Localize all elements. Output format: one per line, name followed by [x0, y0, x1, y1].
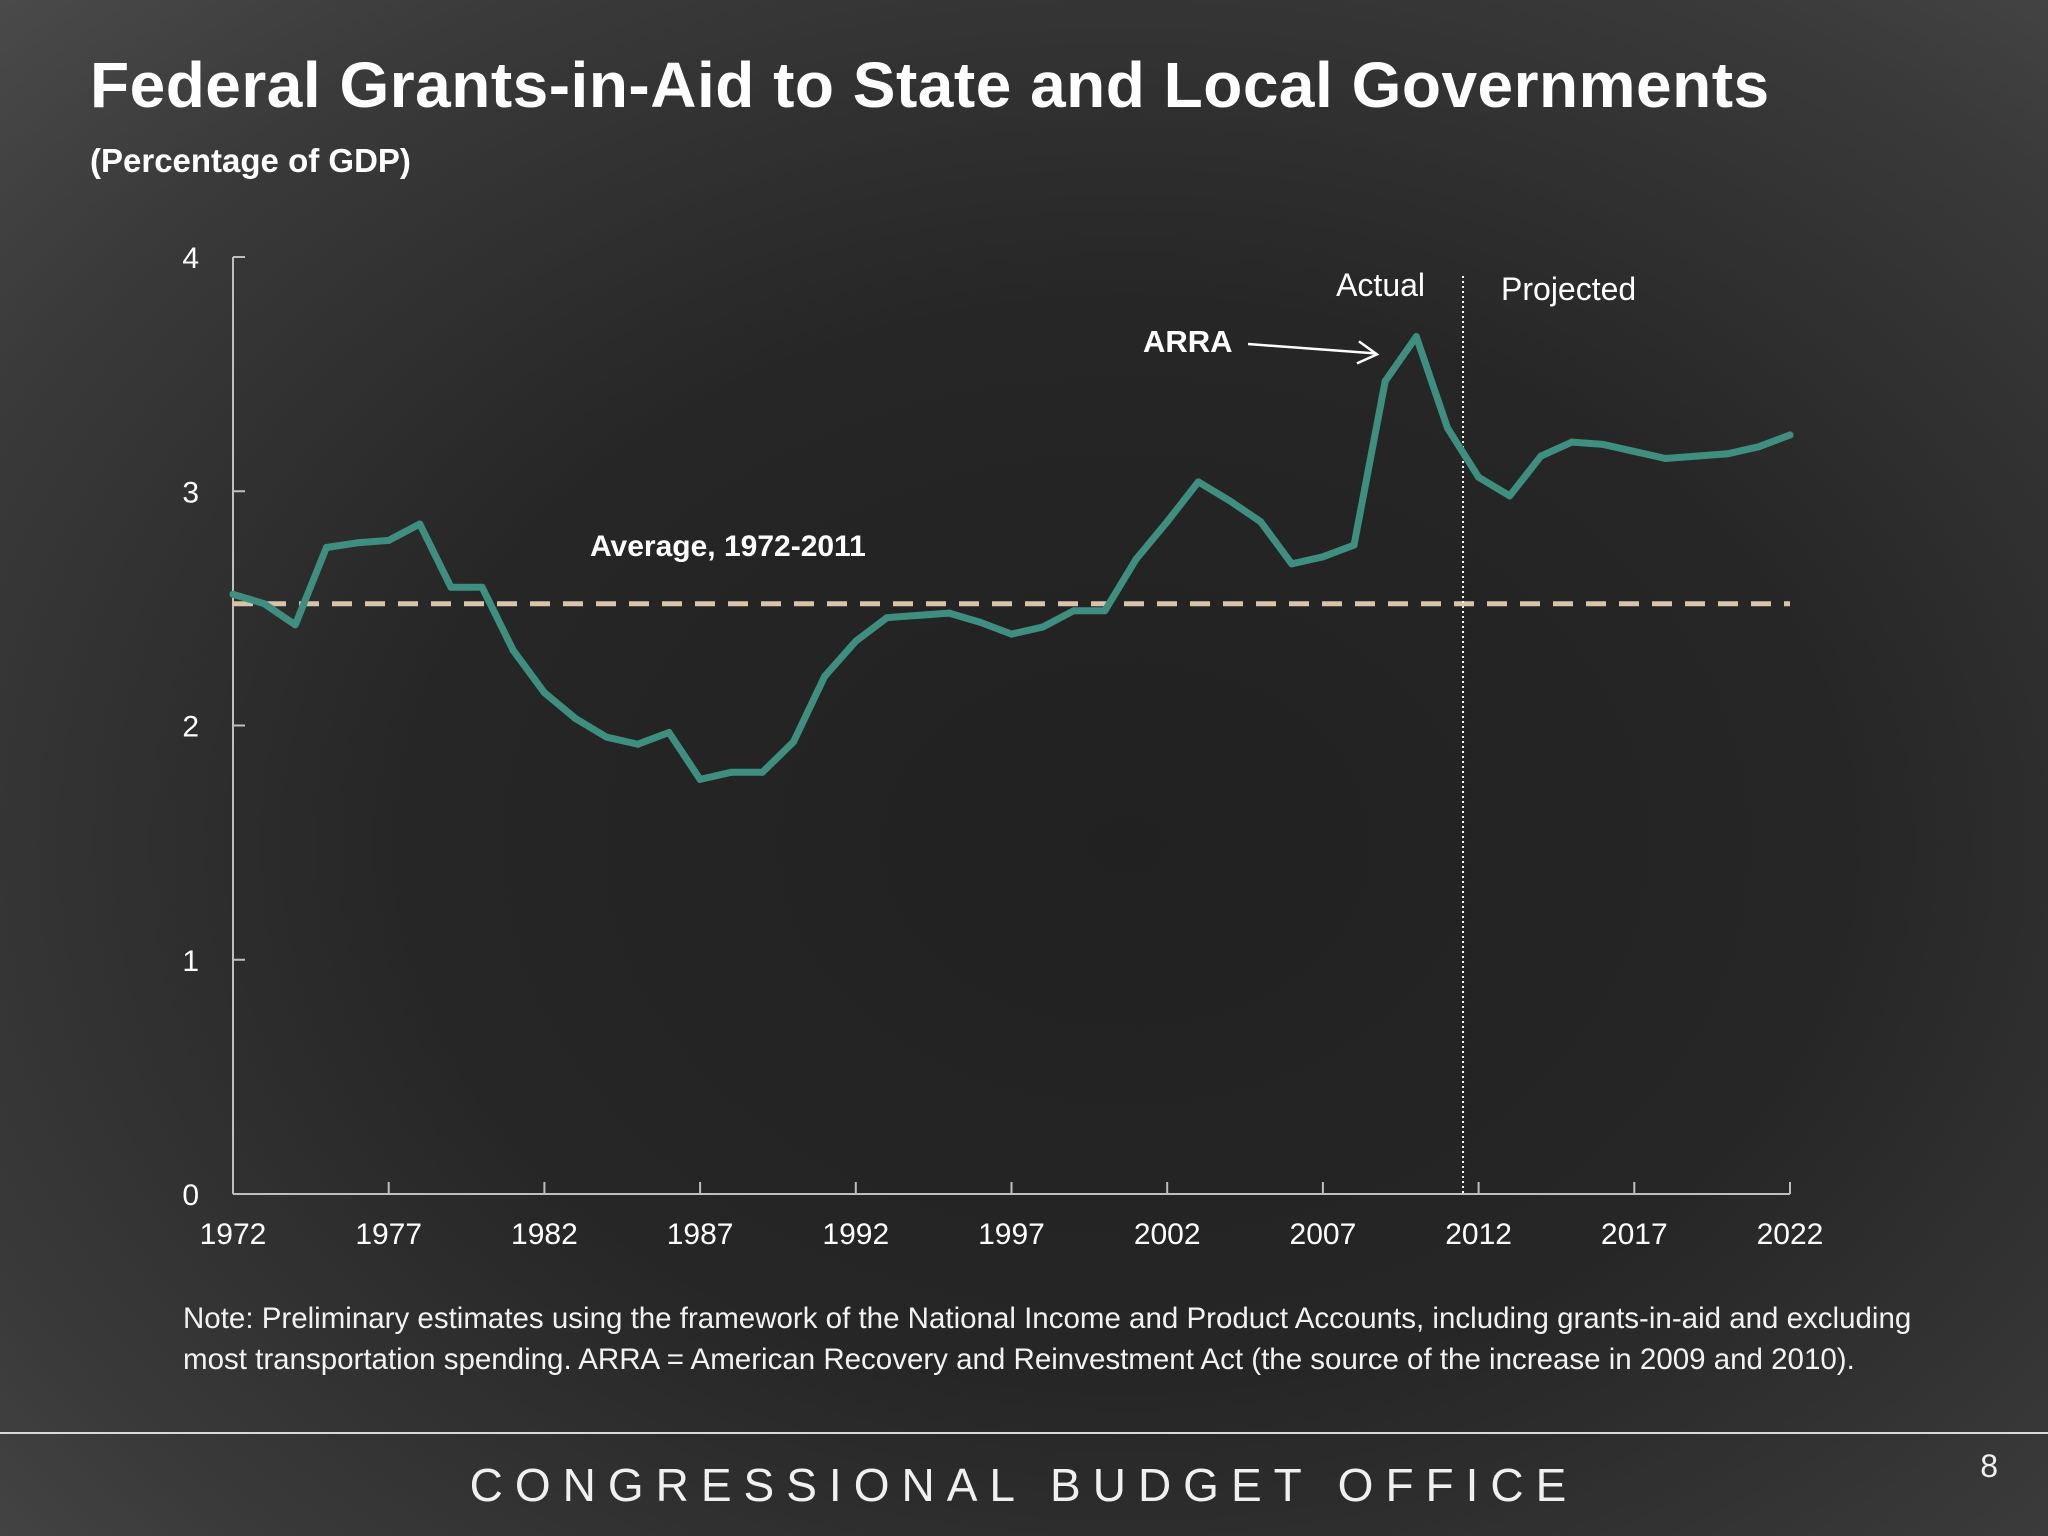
- x-tick-label: 2022: [1757, 1218, 1824, 1251]
- data-point: [1412, 333, 1420, 341]
- y-tick-label: 4: [182, 242, 199, 275]
- data-point: [821, 672, 829, 680]
- data-point: [1537, 452, 1545, 460]
- data-point: [1319, 553, 1327, 561]
- data-point: [1661, 454, 1669, 462]
- data-point: [1786, 431, 1794, 439]
- y-tick-label: 3: [182, 476, 199, 509]
- data-point: [509, 647, 517, 655]
- grants-line-chart: 0 1 2 3 4 1972 1977 1982 1987 1992 1997 2002 2007 201…: [182, 242, 1824, 1251]
- arra-label: ARRA: [1143, 324, 1233, 359]
- data-point: [976, 618, 984, 626]
- data-point: [1475, 473, 1483, 481]
- data-point: [1132, 555, 1140, 563]
- x-tick-label: 1982: [511, 1218, 578, 1251]
- data-point: [1568, 438, 1576, 446]
- data-point: [1630, 447, 1638, 455]
- data-point: [852, 637, 860, 645]
- data-point: [416, 520, 424, 528]
- data-point: [572, 714, 580, 722]
- data-point: [1288, 560, 1296, 568]
- data-point: [603, 733, 611, 741]
- data-point: [634, 740, 642, 748]
- data-point: [1755, 443, 1763, 451]
- x-tick-label: 1992: [822, 1218, 889, 1251]
- x-tick-label: 2017: [1601, 1218, 1668, 1251]
- footer-org-name: CONGRESSIONAL BUDGET OFFICE: [469, 1459, 1579, 1511]
- x-tick-label: 2002: [1134, 1218, 1201, 1251]
- x-tick-label: 1972: [200, 1218, 267, 1251]
- data-point: [1599, 440, 1607, 448]
- x-tick-label: 1977: [355, 1218, 422, 1251]
- footer-divider: [0, 1432, 2048, 1434]
- x-tick-label: 2007: [1290, 1218, 1357, 1251]
- data-point: [447, 583, 455, 591]
- data-point: [727, 768, 735, 776]
- x-tick-label: 1987: [667, 1218, 734, 1251]
- data-point: [1724, 450, 1732, 458]
- y-tick-label: 1: [182, 945, 199, 978]
- data-point: [1070, 607, 1078, 615]
- arra-arrow-head: [1356, 340, 1380, 365]
- data-point: [229, 590, 237, 598]
- grants-series-line: [229, 333, 1794, 783]
- data-point: [1163, 518, 1171, 526]
- x-tick-label: 2012: [1445, 1218, 1512, 1251]
- data-point: [883, 614, 891, 622]
- data-point: [665, 729, 673, 737]
- data-point: [260, 600, 268, 608]
- data-point: [1506, 492, 1514, 500]
- data-point: [291, 621, 299, 629]
- data-point: [540, 689, 548, 697]
- data-point: [354, 539, 362, 547]
- data-point: [945, 609, 953, 617]
- data-point: [385, 536, 393, 544]
- data-point: [790, 738, 798, 746]
- data-point: [1381, 377, 1389, 385]
- data-point: [322, 543, 330, 551]
- data-point: [1350, 541, 1358, 549]
- average-label: Average, 1972-2011: [590, 530, 866, 563]
- slide-title: Federal Grants-in-Aid to State and Local…: [90, 49, 1770, 121]
- data-point: [1443, 424, 1451, 432]
- x-tick-label: 1997: [978, 1218, 1045, 1251]
- arra-arrow-line: [1247, 342, 1376, 355]
- projected-label: Projected: [1501, 271, 1636, 307]
- actual-label: Actual: [1336, 267, 1425, 303]
- data-point: [1039, 623, 1047, 631]
- data-point: [758, 768, 766, 776]
- data-point: [1194, 478, 1202, 486]
- data-point: [1257, 518, 1265, 526]
- data-point: [1225, 497, 1233, 505]
- y-tick-label: 2: [182, 711, 199, 744]
- y-tick-label: 0: [182, 1179, 199, 1212]
- page-number: 8: [1980, 1448, 1998, 1484]
- data-point: [478, 583, 486, 591]
- data-point: [914, 611, 922, 619]
- data-point: [696, 775, 704, 783]
- slide-subtitle: (Percentage of GDP): [90, 142, 411, 179]
- data-point: [1693, 452, 1701, 460]
- data-point: [1101, 607, 1109, 615]
- data-point: [1008, 630, 1015, 638]
- chart-note: Note: Preliminary estimates using the fr…: [183, 1302, 1912, 1376]
